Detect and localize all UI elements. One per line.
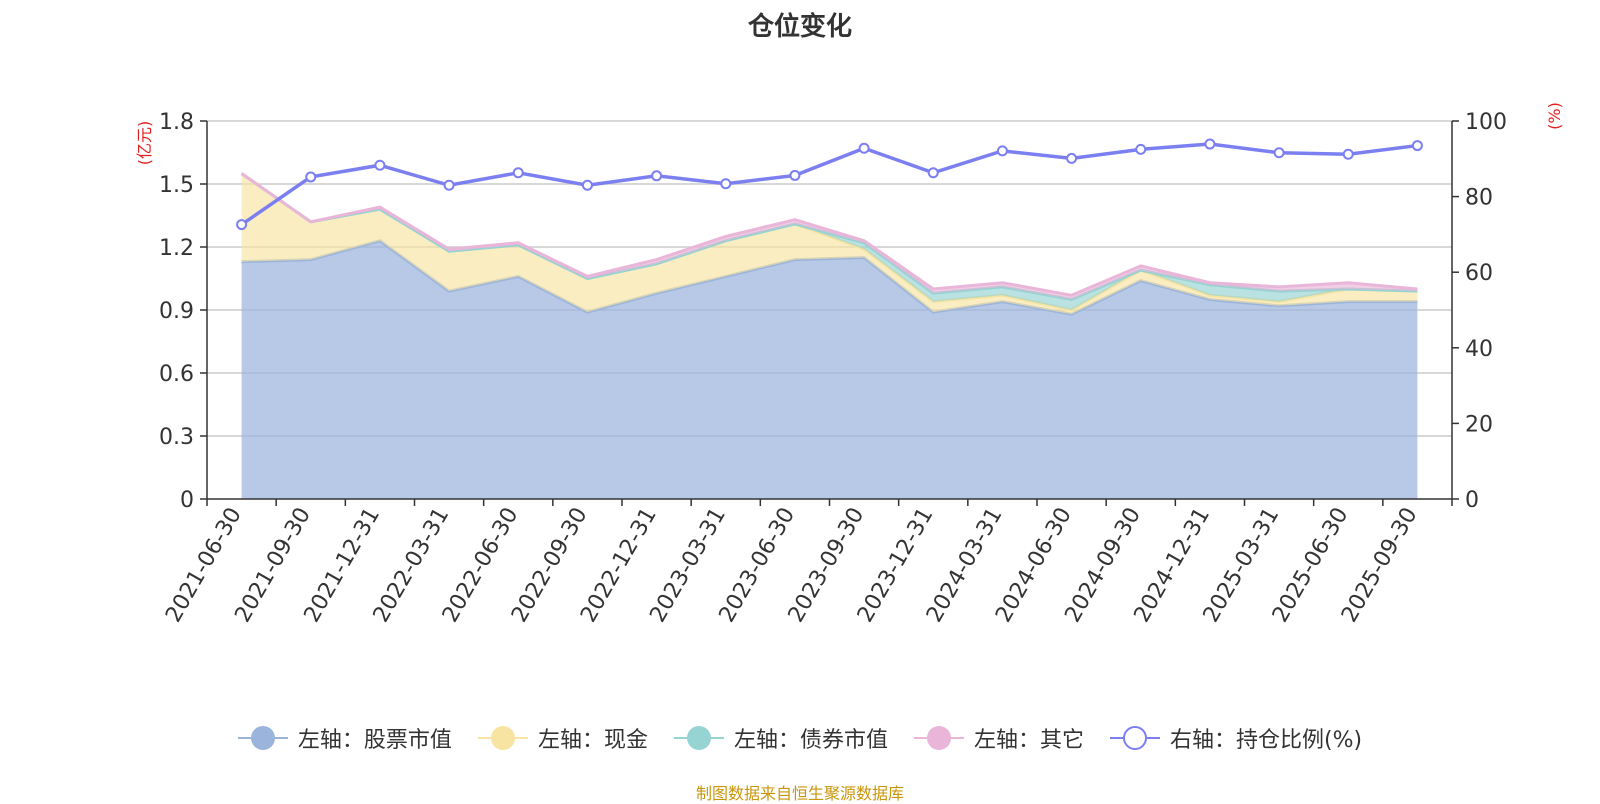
right-tick-label: 100 <box>1465 110 1507 135</box>
source-note: 制图数据来自恒生聚源数据库 <box>695 784 904 803</box>
legend-item-stock[interactable]: 左轴：股票市值 <box>237 722 452 754</box>
ratio-point[interactable] <box>374 159 386 171</box>
ratio-point[interactable] <box>651 170 663 182</box>
legend-item-cash[interactable]: 左轴：现金 <box>477 722 648 754</box>
legend-label-bond: 左轴：债券市值 <box>733 728 888 753</box>
ratio-point[interactable] <box>927 167 939 179</box>
ratio-point[interactable] <box>1135 143 1147 155</box>
ratio-point[interactable] <box>720 178 732 190</box>
right-tick-label: 80 <box>1465 186 1493 211</box>
ratio-point[interactable] <box>996 145 1008 157</box>
left-tick-label: 0.6 <box>159 362 194 387</box>
area-series <box>240 172 1418 499</box>
left-tick-label: 1.5 <box>159 173 194 198</box>
legend-cash-marker <box>477 725 528 751</box>
left-tick-label: 0.9 <box>159 299 194 324</box>
legend-item-other[interactable]: 左轴：其它 <box>913 722 1084 754</box>
right-tick-label: 60 <box>1465 261 1493 286</box>
chart-title: 仓位变化 <box>747 12 852 42</box>
legend-label-cash: 左轴：现金 <box>537 728 648 753</box>
ratio-point[interactable] <box>512 167 524 179</box>
left-tick-label: 1.8 <box>159 110 194 135</box>
right-tick-label: 40 <box>1465 337 1493 362</box>
legend-label-ratio: 右轴：持仓比例(%) <box>1169 728 1363 753</box>
area-edge-3 <box>240 172 1418 297</box>
legend-ratio-marker <box>1109 725 1160 751</box>
legend-item-bond[interactable]: 左轴：债券市值 <box>673 722 888 754</box>
ratio-point[interactable] <box>1411 140 1423 152</box>
area-0 <box>241 240 1418 499</box>
legend: 左轴：股票市值 左轴：现金 左轴：债券市值 左轴：其它 右轴：持仓比例(%) <box>0 722 1600 754</box>
left-tick-label: 1.2 <box>159 236 194 261</box>
legend-label-stock: 左轴：股票市值 <box>297 728 452 753</box>
right-axis-label: (%) <box>1545 102 1564 130</box>
legend-item-ratio[interactable]: 右轴：持仓比例(%) <box>1109 722 1363 754</box>
legend-label-other: 左轴：其它 <box>973 728 1084 753</box>
area-2 <box>241 173 1418 310</box>
left-tick-label: 0 <box>180 488 194 513</box>
ratio-point[interactable] <box>581 179 593 191</box>
area-1 <box>241 173 1418 315</box>
ratio-point[interactable] <box>236 219 248 231</box>
ratio-line <box>240 142 1418 227</box>
ratio-point[interactable] <box>1066 152 1078 164</box>
ratio-point[interactable] <box>305 171 317 183</box>
ratio-point[interactable] <box>858 142 870 154</box>
ratio-point[interactable] <box>1204 138 1216 150</box>
legend-other-marker <box>913 725 964 751</box>
legend-bond-marker <box>673 725 724 751</box>
ratio-line-series <box>236 138 1423 231</box>
left-axis-label: (亿元) <box>135 121 154 166</box>
ratio-point[interactable] <box>1273 147 1285 159</box>
ratio-point[interactable] <box>1342 148 1354 160</box>
right-tick-label: 0 <box>1465 488 1479 513</box>
legend-stock-marker <box>237 725 288 751</box>
ratio-point[interactable] <box>789 169 801 181</box>
ratio-point[interactable] <box>443 179 455 191</box>
left-tick-label: 0.3 <box>159 425 194 450</box>
right-tick-label: 20 <box>1465 412 1493 437</box>
